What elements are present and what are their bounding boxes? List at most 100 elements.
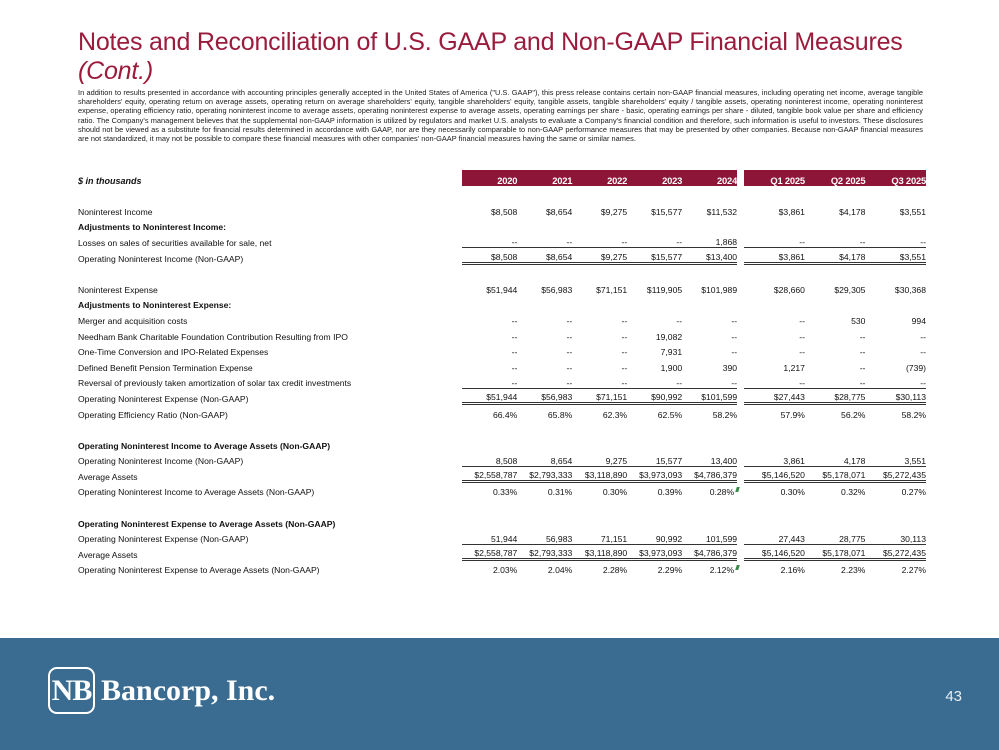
table-section-header-row: Adjustments to Noninterest Expense: — [78, 295, 926, 310]
row-value: $56,983 — [541, 284, 573, 295]
row-label: Operating Efficiency Ratio (Non-GAAP) — [78, 409, 228, 420]
row-value: 58.2% — [901, 409, 926, 420]
row-value: -- — [566, 362, 573, 373]
table-section-header-row: Adjustments to Noninterest Income: — [78, 217, 926, 232]
row-value: 58.2% — [712, 409, 738, 420]
table-section-header-row: Operating Noninterest Income to Average … — [78, 435, 926, 451]
row-value: $11,532 — [706, 206, 738, 217]
row-value: 3,551 — [865, 450, 926, 467]
row-value: -- — [621, 331, 628, 342]
table-row: Defined Benefit Pension Termination Expe… — [78, 357, 926, 373]
row-value: $4,178 — [804, 247, 866, 266]
row-value: -- — [511, 315, 518, 326]
row-value: -- — [676, 315, 683, 326]
row-value: -- — [804, 372, 866, 389]
page-title-line2: (Cont.) — [78, 57, 154, 85]
row-value: -- — [799, 315, 805, 326]
table-row: Losses on sales of securities available … — [78, 232, 926, 249]
row-value: $4,786,379 — [682, 544, 738, 562]
column-header-gap — [737, 170, 745, 186]
row-value: 7,931 — [660, 347, 683, 358]
row-value: 3,861 — [744, 450, 805, 467]
row-value: -- — [682, 372, 738, 389]
row-label: Operating Noninterest Expense (Non-GAAP) — [78, 393, 249, 404]
row-value: -- — [731, 331, 738, 342]
row-value: 0.27% — [901, 487, 926, 498]
row-value: $2,793,333 — [517, 544, 573, 562]
row-value: -- — [572, 232, 628, 249]
column-header-2020: 2020 — [462, 170, 518, 186]
row-value: 2.28% — [602, 565, 628, 576]
row-value: $27,443 — [744, 388, 805, 406]
table-row: Needham Bank Charitable Foundation Contr… — [78, 326, 926, 342]
row-value: $56,983 — [517, 388, 573, 406]
row-value: -- — [627, 232, 683, 249]
row-value: $4,786,379 — [682, 466, 738, 484]
column-header-2024: 2024 — [682, 170, 737, 186]
row-value: $8,654 — [517, 247, 573, 266]
row-value: 4,178 — [804, 450, 866, 467]
row-value: 0.28% — [682, 482, 740, 497]
gap-cell — [737, 451, 744, 467]
row-label: Operating Noninterest Income (Non-GAAP) — [78, 253, 244, 264]
row-label: Operating Noninterest Expense (Non-GAAP) — [78, 534, 249, 545]
row-value: $3,973,093 — [627, 466, 683, 484]
row-value: $13,400 — [682, 247, 738, 266]
row-value: -- — [462, 232, 518, 249]
row-value: $30,113 — [865, 388, 926, 406]
row-value: $5,146,520 — [744, 544, 805, 562]
row-value: 994 — [911, 315, 926, 326]
table-row: Reversal of previously taken amortizatio… — [78, 372, 926, 389]
row-value: $3,551 — [865, 247, 926, 266]
row-value: 57.9% — [780, 409, 805, 420]
column-header-q2-2025: Q2 2025 — [804, 170, 866, 186]
page-title-line1: Notes and Reconciliation of U.S. GAAP an… — [78, 28, 903, 56]
row-value: 27,443 — [744, 528, 805, 545]
row-value: -- — [920, 331, 926, 342]
row-value: 0.39% — [657, 487, 683, 498]
row-value: 0.33% — [492, 487, 518, 498]
row-value: $28,660 — [773, 284, 805, 295]
table-section-header-row: Operating Noninterest Expense to Average… — [78, 513, 926, 529]
row-value: $3,861 — [778, 206, 805, 217]
row-value: -- — [462, 372, 518, 389]
row-label: Defined Benefit Pension Termination Expe… — [78, 362, 253, 373]
spacer-row — [78, 497, 926, 513]
row-value: -- — [859, 362, 866, 373]
gap-cell — [737, 529, 744, 545]
row-value: -- — [621, 347, 628, 358]
table-row: Operating Noninterest Income (Non-GAAP) … — [78, 450, 926, 467]
spacer-row — [78, 186, 926, 202]
row-value: -- — [621, 362, 628, 373]
row-value: 101,599 — [682, 528, 738, 545]
row-value: -- — [920, 347, 926, 358]
row-value: 8,508 — [462, 450, 518, 467]
gap-cell — [737, 279, 744, 295]
table-row: Operating Noninterest Expense (Non-GAAP)… — [78, 528, 926, 545]
page-title: Notes and Reconciliation of U.S. GAAP an… — [78, 28, 958, 86]
logo-mark-box: NB — [48, 667, 95, 714]
row-label: Operating Noninterest Expense to Average… — [78, 565, 320, 576]
row-value: 8,654 — [517, 450, 573, 467]
row-value: 0.31% — [547, 487, 573, 498]
row-value: 9,275 — [572, 450, 628, 467]
row-value: $5,178,071 — [804, 466, 866, 484]
row-value: 62.3% — [602, 409, 628, 420]
row-value: -- — [621, 315, 628, 326]
row-label: One-Time Conversion and IPO-Related Expe… — [78, 347, 269, 358]
row-label: Average Assets — [78, 471, 138, 482]
table-row: Merger and acquisition costs -- -- -- --… — [78, 310, 926, 326]
row-value: -- — [572, 372, 628, 389]
row-value: $3,861 — [744, 247, 805, 266]
row-value: $9,275 — [572, 247, 628, 266]
row-label: Losses on sales of securities available … — [78, 237, 272, 248]
row-value: $90,992 — [627, 388, 683, 406]
row-value: -- — [511, 362, 518, 373]
row-value: $29,305 — [834, 284, 866, 295]
gap-cell — [737, 310, 744, 326]
table-row: Operating Noninterest Expense to Average… — [78, 560, 926, 576]
gap-cell — [737, 466, 744, 482]
gap-cell — [737, 342, 744, 358]
row-label: Operating Noninterest Income to Average … — [78, 440, 331, 451]
row-value: 2.29% — [657, 565, 683, 576]
